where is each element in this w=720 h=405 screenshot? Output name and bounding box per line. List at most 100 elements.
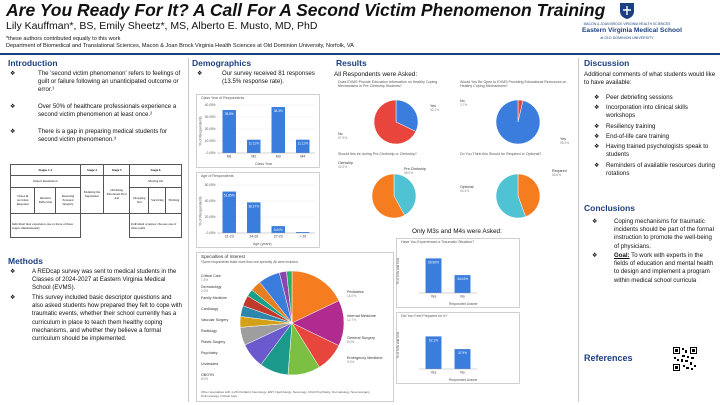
q4-category-label: Optional xyxy=(460,185,474,189)
demographics-response-rate: Our survey received 81 responses (13.5% … xyxy=(222,70,315,86)
age-chart-title: Age of Respondents xyxy=(201,174,234,178)
class-year-xlabel: Class Year xyxy=(255,162,273,166)
q2-title: Would You Be Open to EVMS Providing Educ… xyxy=(460,80,567,89)
evms-logo: MACON & JOAN BROCK VIRGINIA HEALTH SCIEN… xyxy=(582,2,682,48)
q6-bar-Yes xyxy=(425,336,442,369)
results-heading: Results xyxy=(336,58,367,68)
specialties-category-label: Critical Care xyxy=(201,274,221,278)
specialties-category-label: Pediatrics xyxy=(347,290,364,294)
intro-bullet-1: The 'second victim phenomenon' refers to… xyxy=(38,70,181,94)
age-ytick: 40.00% xyxy=(205,199,216,203)
q2-percent-label: 96.3% xyxy=(560,141,569,145)
discussion-item-3: Resiliency training xyxy=(606,123,656,130)
goal-label: Goal: xyxy=(614,252,630,259)
q1-percent-label: 32.1% xyxy=(430,108,439,112)
class-year-ytick: 40.00% xyxy=(205,103,216,107)
q3-percent-label: 42.0% xyxy=(338,165,347,169)
class-year-value-label: 11.11% xyxy=(298,142,309,146)
class-year-xtick: M1 xyxy=(227,155,232,159)
age-xlabel: Age (years) xyxy=(253,242,272,246)
diamond-bullet-icon: ❖ xyxy=(10,129,16,135)
specialties-category-label: Internal Medicine xyxy=(347,314,376,318)
q4-slice-Required xyxy=(495,173,526,219)
stage-label-first-aid: Obtaining Emotional First Aid xyxy=(103,174,131,215)
q6-title: Did You Feel Prepared for It? xyxy=(401,314,448,318)
age-bar-27-29 xyxy=(271,226,285,233)
stage-label-inquisition: Enduring the Inquisition xyxy=(79,174,105,215)
q5-value-label: 34.04% xyxy=(457,277,468,281)
age-value-label: 8.64% xyxy=(274,228,283,232)
q5-bar-chart: 65.96% Yes 34.04% No xyxy=(419,258,477,299)
specialties-category-label: Dermatology xyxy=(201,285,222,289)
references-heading: References xyxy=(584,353,633,363)
age-ytick: 0.00% xyxy=(206,231,215,235)
q6-bar-chart: 62.1% Yes 37.9% No xyxy=(419,336,477,375)
q5-bar-panel: Have You Experienced a Traumatic Situati… xyxy=(396,238,520,308)
specialties-category-label: Plastic Surgery xyxy=(201,340,225,344)
header-divider xyxy=(0,53,720,55)
q5-value-label: 65.96% xyxy=(428,260,439,264)
q5-xtick: No xyxy=(460,295,464,299)
diamond-bullet-icon: ❖ xyxy=(594,124,600,130)
logo-main-text: Eastern Virginia Medical School xyxy=(582,27,682,34)
diamond-bullet-icon: ❖ xyxy=(197,71,203,77)
specialties-percent-label: 16.0% xyxy=(347,294,356,298)
diamond-bullet-icon: ❖ xyxy=(594,163,600,169)
q4-slice-Optional xyxy=(517,173,541,217)
equal-contribution-note: *these authors contributed equally to th… xyxy=(6,36,121,42)
methods-bullet-1: A REDcap survey was sent to medical stud… xyxy=(32,268,177,292)
poster-title: Are You Ready For It? A Call For A Secon… xyxy=(6,0,606,20)
class-year-bar-M4 xyxy=(296,139,310,153)
qr-code-icon[interactable] xyxy=(672,346,698,372)
m3-m4-label: Only M3s and M4s were Asked: xyxy=(412,228,502,235)
class-year-ytick: 10.00% xyxy=(205,139,216,143)
q3-pie-panel: Should this be during Pre-Clerkship or C… xyxy=(334,152,456,222)
diamond-bullet-icon: ❖ xyxy=(594,105,600,111)
stage-cell-thriving: Thriving xyxy=(165,186,182,215)
stage-cell-chaos: Chaos & Accident Response xyxy=(9,186,36,215)
specialties-category-label: Cardiology xyxy=(201,307,218,311)
discussion-item-4: End-of-life care training xyxy=(606,133,669,140)
discussion-item-2: Incorporation into clinical skills works… xyxy=(606,104,688,120)
diamond-bullet-icon: ❖ xyxy=(10,269,16,275)
class-year-value-label: 11.11% xyxy=(249,142,260,146)
discussion-intro: Additional comments of what students wou… xyxy=(584,71,716,87)
diamond-bullet-icon: ❖ xyxy=(594,144,600,150)
q4-title: Do You Think this Should be Required or … xyxy=(460,152,542,156)
methods-bullets: ❖ A REDcap survey was sent to medical st… xyxy=(8,268,184,400)
q1-pie-panel: Does EVMS Provide Education Information … xyxy=(334,80,456,148)
q1-category-label: Yes xyxy=(430,104,436,108)
q1-title: Does EVMS Provide Education Information … xyxy=(338,80,438,89)
introduction-heading: Introduction xyxy=(8,58,58,68)
specialties-percent-label: 8.0% xyxy=(201,377,208,381)
q5-xlabel: Respondent Answer xyxy=(449,302,478,306)
q3-slice-Pre-Clerkship xyxy=(371,173,405,219)
specialties-category-label: Vascular Surgery xyxy=(201,318,228,322)
q2-category-label: Yes xyxy=(560,137,566,141)
specialties-percent-label: 12.7% xyxy=(347,318,356,322)
discussion-list: ❖ Peer debriefing sessions ❖ Incorporati… xyxy=(584,94,716,194)
diamond-bullet-icon: ❖ xyxy=(594,95,600,101)
specialties-slice-Critical Care xyxy=(286,270,293,324)
q3-category-label: Clerkship xyxy=(338,161,353,165)
discussion-item-1: Peer debriefing sessions xyxy=(606,94,673,101)
diamond-bullet-icon: ❖ xyxy=(10,104,16,110)
class-year-xtick: M4 xyxy=(300,155,305,159)
diamond-bullet-icon: ❖ xyxy=(594,134,600,140)
specialties-chart-panel: Specialties of Interest *Some respondent… xyxy=(196,252,394,402)
stage-cell-reflection: Intrusive Reflection xyxy=(34,186,57,215)
age-xtick: > 29 xyxy=(299,235,306,239)
q5-bar-Yes xyxy=(425,258,442,293)
column-divider-3 xyxy=(578,58,579,402)
specialties-percent-label: 9.0% xyxy=(347,360,354,364)
q1-category-label: No xyxy=(338,132,343,136)
age-xtick: 21-23 xyxy=(225,235,234,239)
specialties-subtitle: *Some respondents listed more than one s… xyxy=(201,260,299,264)
q2-percent-label: 3.7% xyxy=(460,103,467,107)
stage-cell-integrity: Restoring Personal Integrity xyxy=(55,186,81,215)
specialties-percent-label: 8.0% xyxy=(347,340,354,344)
age-chart-panel: Age of Respondents % of Respondents Age … xyxy=(196,172,320,248)
methods-heading: Methods xyxy=(8,256,43,266)
